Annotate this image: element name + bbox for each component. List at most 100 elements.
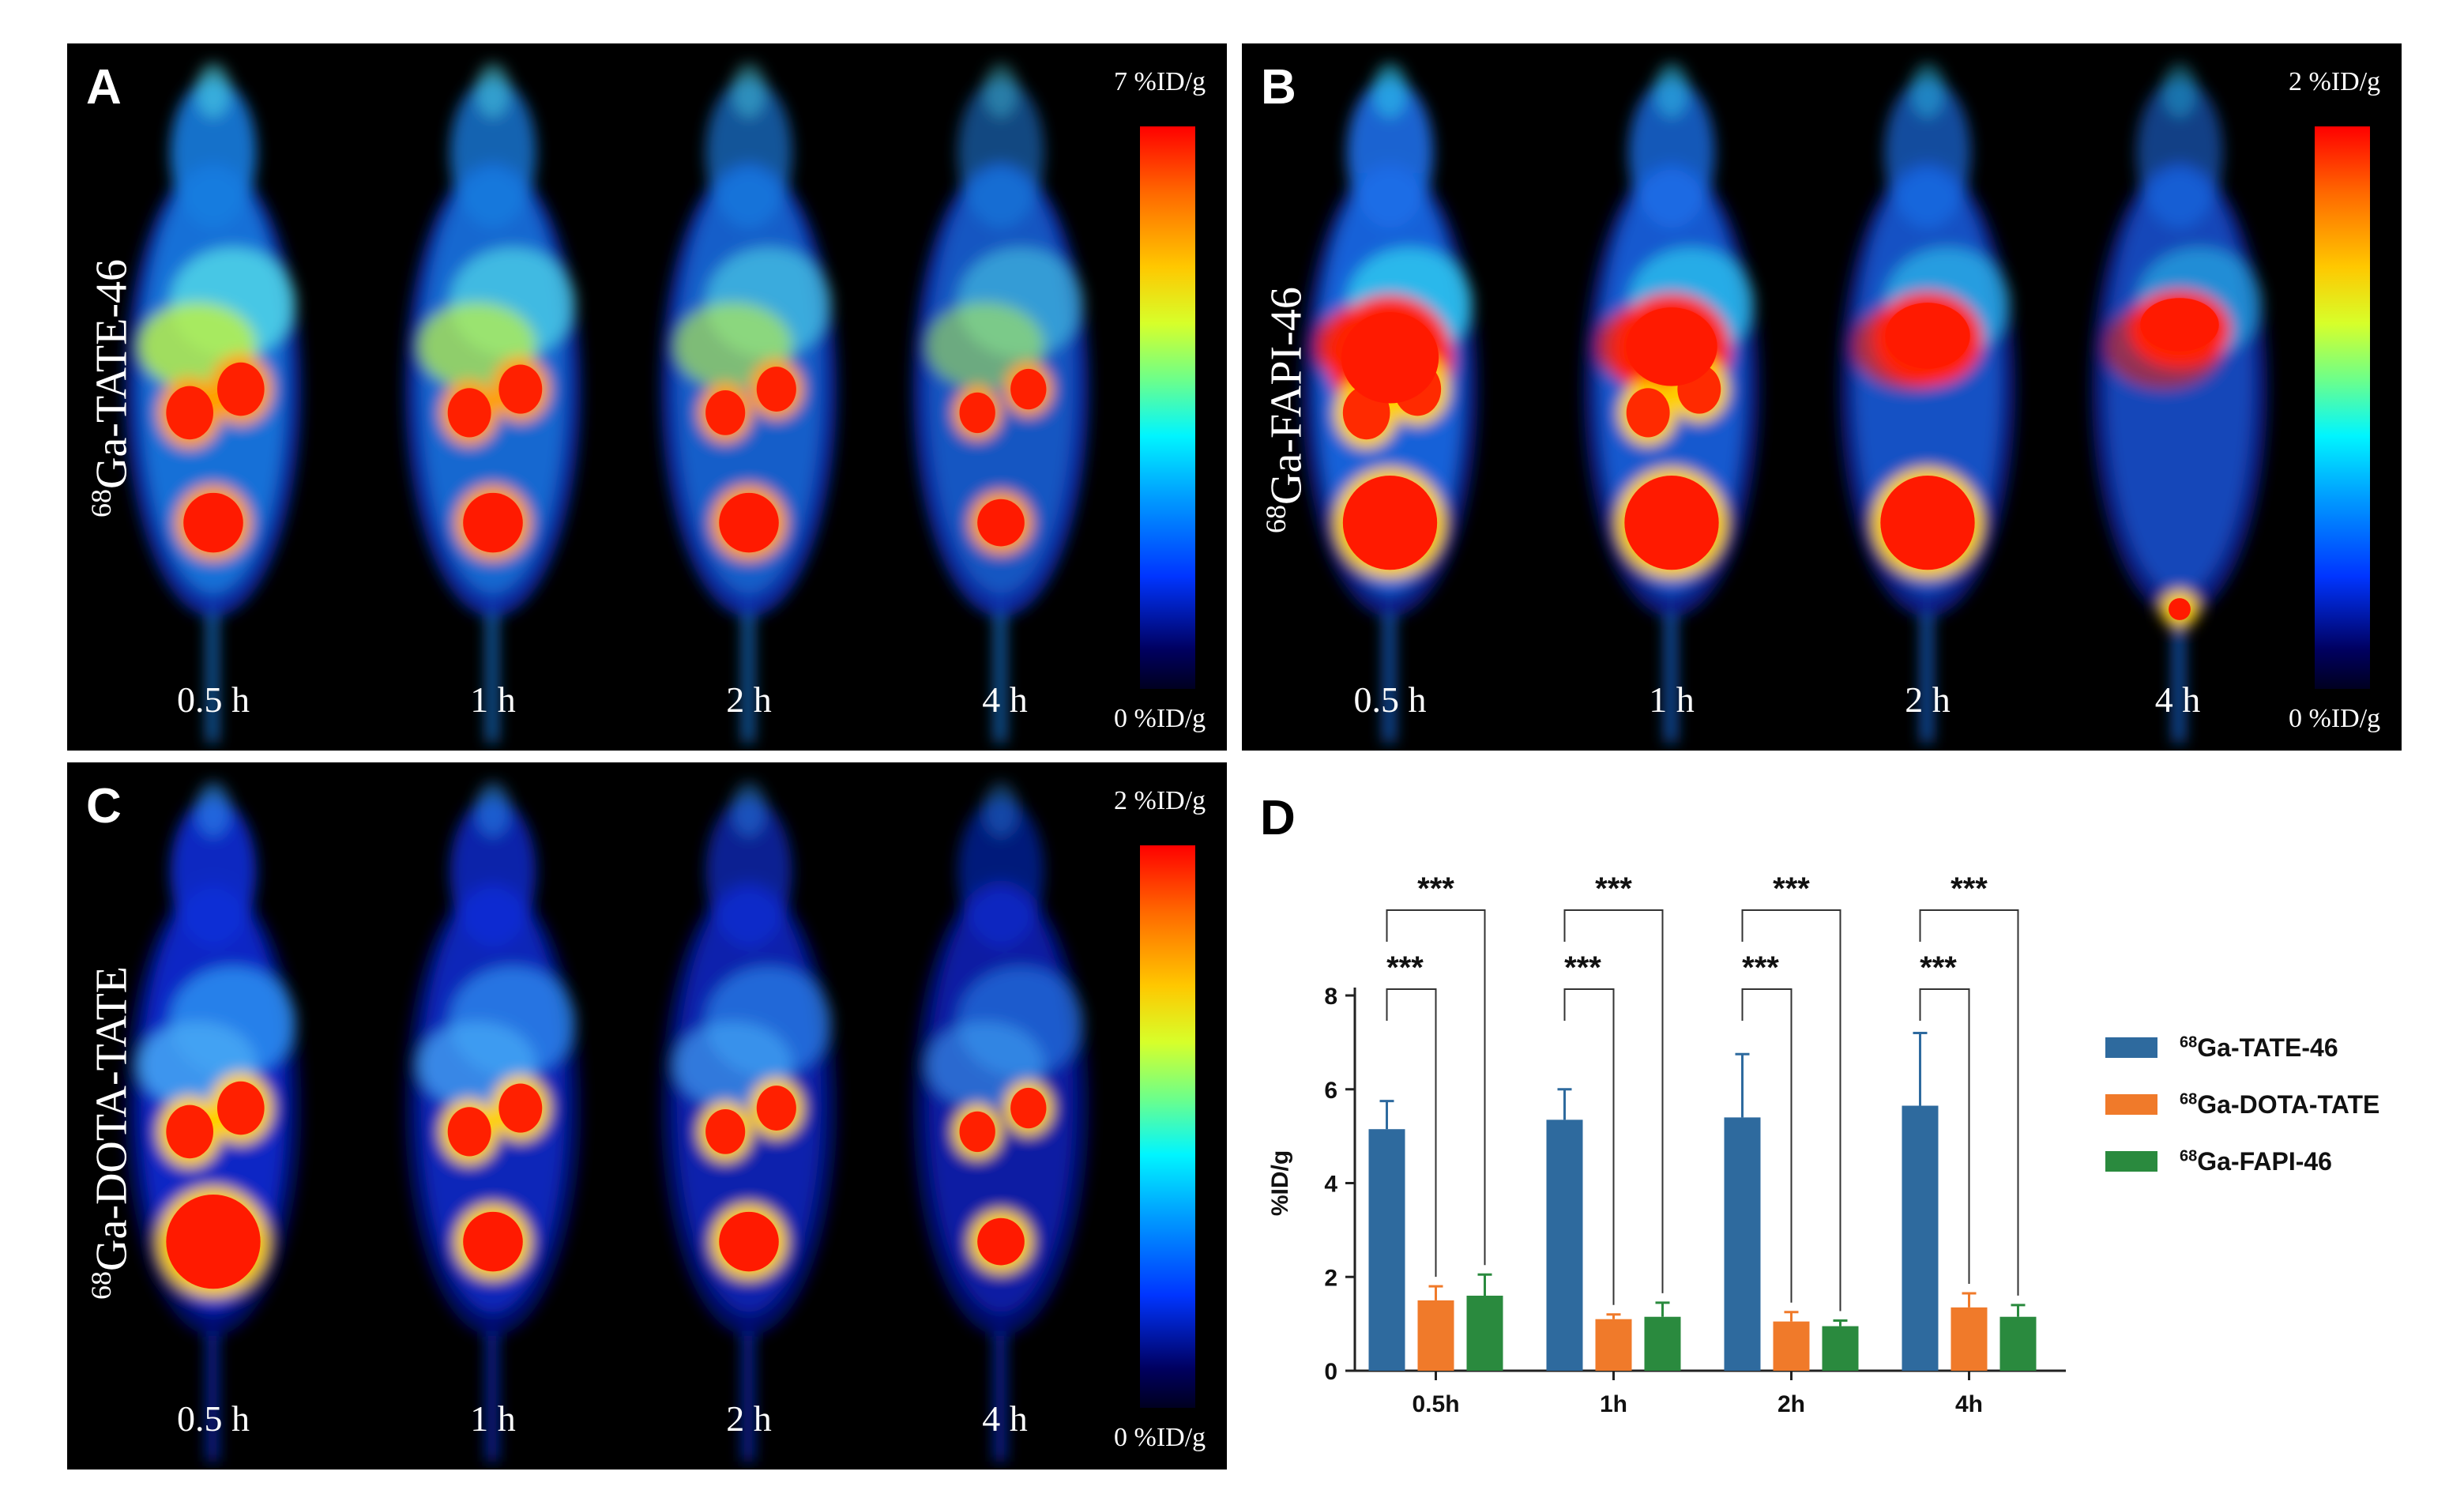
significance-label: *** bbox=[1595, 871, 1632, 906]
panel-letter: B bbox=[1261, 60, 1296, 115]
significance-bracket bbox=[1919, 988, 1970, 1285]
legend-swatch bbox=[2105, 1094, 2157, 1115]
bar bbox=[1368, 1129, 1405, 1371]
significance-label: *** bbox=[1742, 950, 1779, 985]
scale-max-label: 2 %ID/g bbox=[1114, 786, 1206, 815]
panel-letter: D bbox=[1260, 791, 1296, 845]
legend-isotope: 68 bbox=[2180, 1033, 2198, 1051]
color-scale-bar bbox=[1140, 126, 1195, 689]
y-tick-label: 6 bbox=[1324, 1078, 1337, 1104]
significance-bracket bbox=[1741, 909, 1841, 1311]
bar bbox=[1822, 1326, 1859, 1371]
scan-area bbox=[882, 762, 1119, 1469]
significance-bracket bbox=[1919, 909, 2019, 1296]
tracer-name: Ga-FAPI-46 bbox=[1262, 287, 1311, 505]
time-label: 1 h bbox=[470, 1398, 516, 1439]
tracer-isotope: 68 bbox=[85, 1271, 117, 1300]
legend-item: 68Ga-FAPI-46 bbox=[2105, 1133, 2379, 1190]
significance-label: *** bbox=[1920, 950, 1957, 985]
time-label: 4 h bbox=[982, 1398, 1028, 1439]
scan-tile-c-0: 0.5 h bbox=[67, 762, 359, 1469]
pet-scan-image bbox=[660, 781, 837, 1462]
bar bbox=[1546, 1120, 1583, 1371]
tracer-name: Ga-DOTA-TATE bbox=[87, 965, 137, 1271]
significance-bracket bbox=[1563, 988, 1615, 1305]
scale-max-label: 2 %ID/g bbox=[2289, 67, 2381, 96]
legend-name: Ga-FAPI-46 bbox=[2197, 1146, 2332, 1176]
scan-tile-c-1: 1 h bbox=[371, 762, 615, 1469]
time-label: 4 h bbox=[2154, 679, 2201, 720]
scan-tile-b-2: 2 h bbox=[1805, 43, 2050, 751]
time-label: 0.5 h bbox=[1353, 679, 1427, 720]
chart-legend: 68Ga-TATE-46 68Ga-DOTA-TATE 68Ga-FAPI-46 bbox=[2105, 1019, 2379, 1190]
time-label: 4 h bbox=[982, 679, 1028, 720]
panel-a: 0.5 h 1 h 2 h 4 h A 68Ga-TATE-46 7 %ID/g… bbox=[67, 43, 1227, 751]
bar bbox=[1466, 1296, 1503, 1371]
panel-b: 0.5 h 1 h 2 h 4 h B 68Ga-FAPI-46 2 %ID/g… bbox=[1242, 43, 2402, 751]
x-tick-label: 0.5h bbox=[1412, 1391, 1459, 1417]
x-tick-label: 2h bbox=[1777, 1391, 1805, 1417]
y-tick-label: 4 bbox=[1324, 1172, 1337, 1198]
legend-label: 68Ga-FAPI-46 bbox=[2180, 1147, 2332, 1176]
time-label: 2 h bbox=[1905, 679, 1951, 720]
significance-bracket bbox=[1386, 909, 1486, 1266]
y-axis-label: %ID/g bbox=[1267, 1150, 1293, 1216]
significance-label: *** bbox=[1386, 950, 1424, 985]
bar bbox=[1999, 1316, 2037, 1371]
time-label: 2 h bbox=[726, 679, 772, 720]
bar bbox=[1902, 1105, 1939, 1371]
legend-isotope: 68 bbox=[2180, 1146, 2198, 1165]
time-label: 0.5 h bbox=[177, 679, 250, 720]
tracer-label: 68Ga-DOTA-TATE bbox=[85, 966, 137, 1300]
scan-tile-a-2: 2 h bbox=[626, 43, 871, 751]
pet-scan-image bbox=[1302, 62, 1478, 743]
time-label: 1 h bbox=[1649, 679, 1695, 720]
pet-scan-image bbox=[912, 781, 1089, 1462]
panel-d: D 0 2 4 6 8 %ID/g 0.5h *** *** 1h *** *** 2h *** *** 4h… bbox=[1228, 782, 2453, 1493]
scale-min-label: 0 %ID/g bbox=[1114, 1423, 1206, 1452]
scale-min-label: 0 %ID/g bbox=[2289, 704, 2381, 733]
pet-scan-image bbox=[912, 62, 1089, 743]
legend-name: Ga-DOTA-TATE bbox=[2197, 1089, 2380, 1119]
scan-area bbox=[882, 43, 1119, 751]
time-label: 2 h bbox=[726, 1398, 772, 1439]
panel-c: 0.5 h 1 h 2 h 4 h C 68Ga-DOTA-TATE 2 %ID… bbox=[67, 762, 1227, 1469]
bar bbox=[1644, 1316, 1681, 1371]
y-tick-label: 8 bbox=[1324, 984, 1337, 1010]
legend-item: 68Ga-DOTA-TATE bbox=[2105, 1076, 2379, 1133]
scale-max-label: 7 %ID/g bbox=[1114, 67, 1206, 96]
scan-tile-a-1: 1 h bbox=[371, 43, 615, 751]
pet-scan-image bbox=[2091, 62, 2268, 743]
significance-label: *** bbox=[1564, 950, 1601, 985]
tracer-isotope: 68 bbox=[85, 489, 117, 517]
color-scale-bar bbox=[1140, 845, 1195, 1408]
significance-bracket bbox=[1386, 988, 1437, 1278]
significance-label: *** bbox=[1417, 871, 1454, 906]
bar-chart: 0 2 4 6 8 %ID/g 0.5h *** *** 1h *** *** 2h *** *** 4h **… bbox=[1267, 871, 2066, 1417]
x-tick-label: 1h bbox=[1600, 1391, 1627, 1417]
scan-tile-b-1: 1 h bbox=[1549, 43, 1794, 751]
legend-swatch bbox=[2105, 1151, 2157, 1172]
legend-isotope: 68 bbox=[2180, 1089, 2198, 1108]
legend-swatch bbox=[2105, 1037, 2157, 1058]
legend-item: 68Ga-TATE-46 bbox=[2105, 1019, 2379, 1076]
tracer-label: 68Ga-TATE-46 bbox=[85, 259, 137, 517]
scale-min-label: 0 %ID/g bbox=[1114, 704, 1206, 733]
significance-bracket bbox=[1563, 909, 1664, 1293]
scan-area bbox=[2061, 43, 2298, 751]
panel-letter: C bbox=[86, 779, 122, 834]
bar bbox=[1951, 1307, 1988, 1371]
y-tick-label: 2 bbox=[1324, 1265, 1337, 1291]
scan-tile-b-0: 0.5 h bbox=[1242, 43, 1538, 751]
time-label: 0.5 h bbox=[177, 1398, 250, 1439]
scan-tile-a-0: 0.5 h bbox=[67, 43, 359, 751]
color-scale-bar bbox=[2315, 126, 2370, 689]
pet-scan-image bbox=[404, 781, 581, 1462]
x-tick-label: 4h bbox=[1955, 1391, 1983, 1417]
pet-scan-image bbox=[125, 62, 302, 743]
bar bbox=[1724, 1117, 1761, 1371]
pet-scan-image bbox=[404, 62, 581, 743]
panel-letter: A bbox=[86, 60, 122, 115]
legend-label: 68Ga-TATE-46 bbox=[2180, 1033, 2338, 1063]
bar bbox=[1773, 1321, 1810, 1371]
